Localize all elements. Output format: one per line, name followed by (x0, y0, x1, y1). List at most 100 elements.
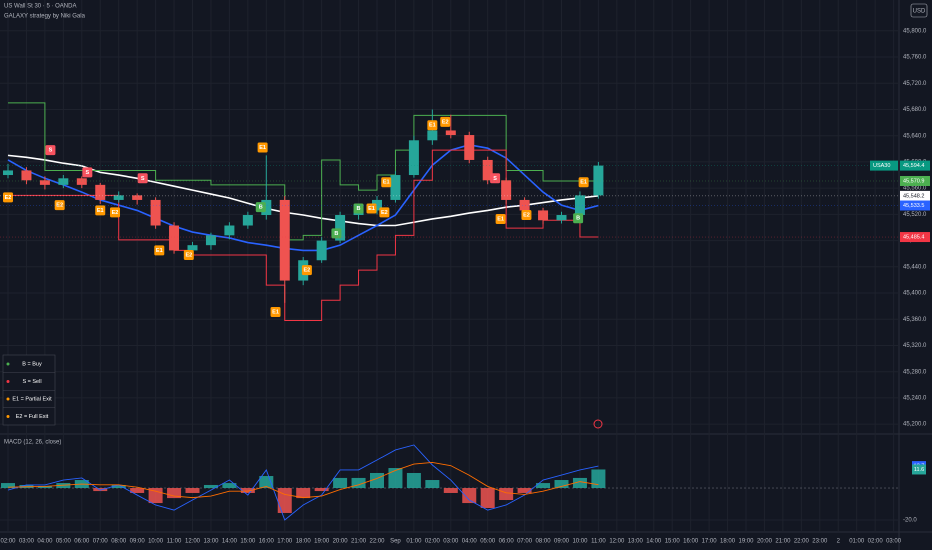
signal-label: E2 (442, 119, 449, 125)
x-tick-label: 16:00 (683, 539, 699, 545)
x-tick-label: 17:00 (702, 539, 718, 545)
chart-title: US Wall St 30 · 5 · OANDA (4, 4, 76, 10)
y-tick-label: 45,320.0 (903, 343, 927, 349)
y-tick-label: 45,400.0 (903, 291, 927, 297)
histogram-bar (37, 485, 52, 489)
chart-subtitle: GALAXY strategy by Niki Gala (4, 14, 86, 20)
currency[interactable]: USD (913, 9, 926, 15)
symbol-tag-label: USA30 (873, 163, 890, 169)
candle-body (150, 199, 161, 226)
histogram-bar (93, 488, 108, 492)
x-tick-label: 2 (837, 539, 841, 545)
signal-label: E2 (5, 195, 12, 201)
candle-body (408, 140, 419, 176)
histogram-bar (462, 488, 477, 504)
histogram-bar (185, 488, 200, 493)
price-tag-label: 45,548.2 (903, 193, 924, 199)
x-tick-label: 01:00 (849, 539, 865, 545)
histogram-bar (536, 483, 551, 489)
signal-marker (95, 205, 106, 216)
histogram-bar (277, 488, 292, 513)
signal-marker (521, 210, 532, 221)
x-tick-label: 20:00 (333, 539, 349, 545)
macd-line (7, 461, 599, 499)
histogram-bar (499, 488, 514, 501)
x-tick-label: 12:00 (185, 539, 201, 545)
x-tick-label: 10:00 (572, 539, 588, 545)
signal-marker (183, 250, 194, 261)
x-tick-label: 09:00 (130, 539, 146, 545)
signal-label: E1 (259, 145, 266, 151)
price-tag-label: 45,533.5 (903, 203, 924, 209)
y-tick-label: 45,640.0 (903, 133, 927, 139)
candle-body (482, 159, 493, 181)
x-tick-label: 04:00 (462, 539, 478, 545)
y-tick-label: 45,560.0 (903, 186, 927, 192)
level-line (8, 102, 599, 241)
candle-body (279, 199, 290, 281)
x-tick-label: 14:00 (646, 539, 662, 545)
histogram-bar (443, 488, 458, 493)
price-tag (900, 175, 930, 186)
signal-marker (110, 207, 121, 218)
x-tick-label: Sep (390, 539, 401, 545)
symbol-tag (870, 160, 898, 171)
x-tick-label: 21:00 (351, 539, 367, 545)
x-tick-label: 10:00 (148, 539, 164, 545)
candle-body (519, 199, 530, 211)
x-tick-label: 06:00 (499, 539, 515, 545)
candle-body (593, 165, 604, 196)
signal-label: S (141, 176, 145, 182)
x-tick-label: 01:00 (406, 539, 422, 545)
histogram-bar (1, 483, 15, 489)
candle-body (335, 215, 346, 241)
x-tick-label: 09:00 (554, 539, 570, 545)
signal-label: E1 (383, 180, 390, 186)
signal-marker (381, 177, 392, 188)
x-tick-label: 18:00 (720, 539, 736, 545)
candle-body (261, 199, 272, 216)
candle-body (574, 195, 585, 216)
x-tick-label: 23:00 (812, 539, 828, 545)
signal-label: E2 (304, 268, 311, 274)
x-tick-label: 21:00 (775, 539, 791, 545)
x-tick-label: 02:00 (868, 539, 884, 545)
currency-box[interactable] (910, 3, 928, 18)
event-icon[interactable] (593, 419, 603, 429)
signal-marker (257, 142, 268, 153)
legend-label: S = Sell (22, 379, 41, 385)
histogram-bar (167, 488, 182, 499)
price-tag-label: 45,594.4 (903, 163, 924, 169)
x-tick-label: 05:00 (56, 539, 72, 545)
histogram-bar (554, 480, 569, 489)
x-tick-label: 08:00 (536, 539, 552, 545)
candle-body (3, 170, 13, 176)
x-tick-label: 04:00 (37, 539, 53, 545)
x-tick-label: 07:00 (517, 539, 533, 545)
histogram-bar (480, 488, 495, 509)
x-tick-label: 18:00 (296, 539, 312, 545)
plot-layer (0, 102, 899, 521)
signal-marker (331, 228, 342, 239)
macd-title: MACD (12, 26, close) (4, 440, 61, 446)
candle-body (445, 130, 456, 136)
candle-body (187, 245, 198, 251)
moving-average (7, 154, 599, 227)
candle-body (538, 210, 549, 221)
signal-marker (440, 116, 451, 127)
signal-label: B (576, 216, 580, 222)
candle-body (39, 180, 50, 185)
legend-swatch (6, 362, 10, 366)
signal-label: E2 (56, 203, 63, 209)
level-line (8, 149, 599, 322)
histogram-bar (259, 476, 274, 489)
histogram-bar (351, 477, 366, 489)
signal-marker (154, 245, 165, 256)
candle-body (58, 178, 69, 185)
candle-body (224, 225, 235, 236)
signal-label: E1 (156, 248, 163, 254)
x-tick-label: 02:00 (0, 539, 16, 545)
x-tick-label: 19:00 (314, 539, 330, 545)
signal-label: E1 (497, 216, 504, 222)
signal-label: B (334, 231, 338, 237)
